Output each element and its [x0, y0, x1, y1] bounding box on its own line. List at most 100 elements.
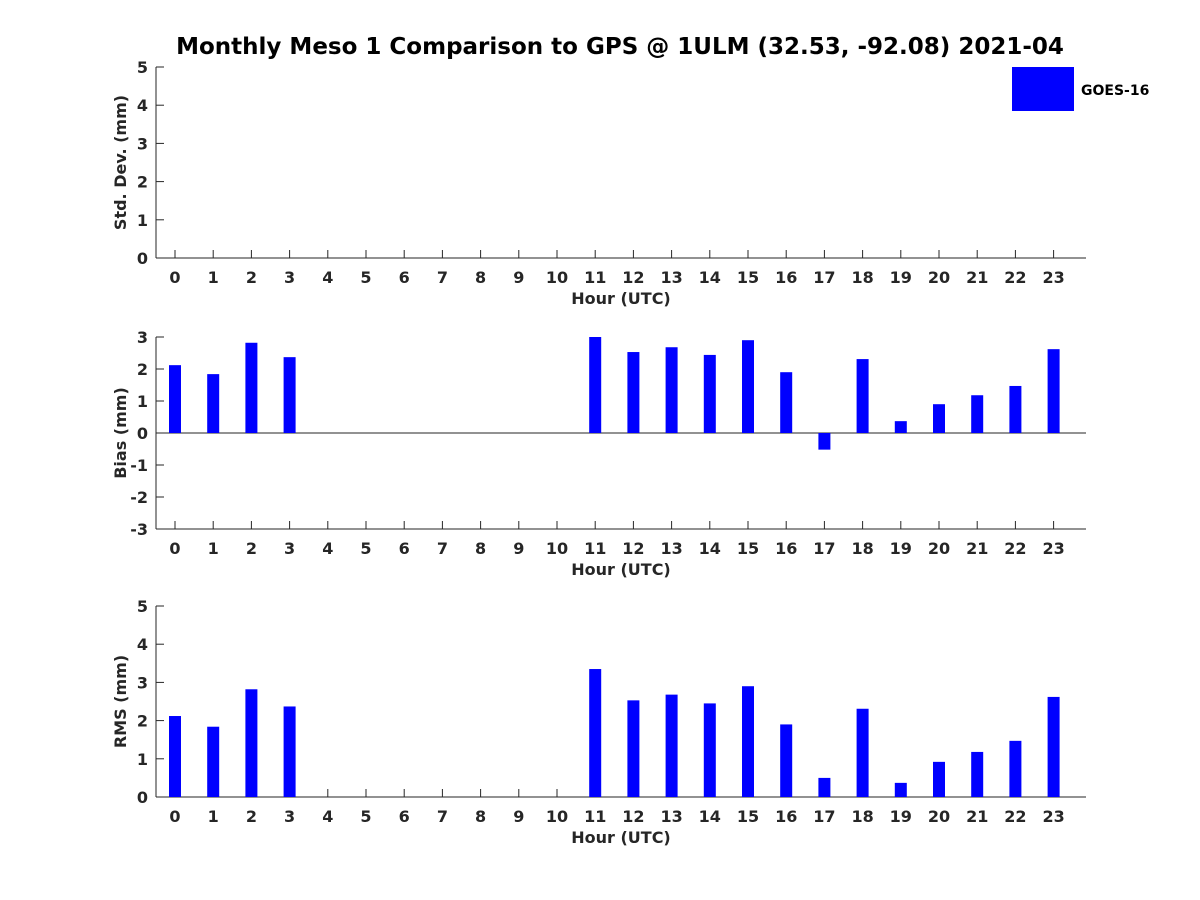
rms-x-tick-label: 13 — [660, 807, 682, 826]
bias-x-tick-label: 5 — [360, 539, 371, 558]
bias-x-tick-label: 17 — [813, 539, 835, 558]
legend-label-goes16: GOES-16 — [1081, 83, 1149, 99]
rms-x-tick-label: 5 — [360, 807, 371, 826]
std_dev-x-tick-label: 7 — [437, 268, 448, 287]
rms-bar-hour-20 — [933, 761, 945, 797]
rms-y-tick-label: 3 — [137, 673, 148, 692]
rms-bar-hour-12 — [627, 700, 640, 797]
std_dev-x-tick-label: 23 — [1042, 268, 1064, 287]
rms-bar-hour-17 — [818, 777, 831, 797]
std_dev-x-tick-label: 20 — [928, 268, 950, 287]
bias-bar-hour-3 — [283, 357, 296, 433]
bias-x-tick-label: 16 — [775, 539, 797, 558]
rms-x-tick-label: 20 — [928, 807, 950, 826]
bias-y-tick-label: -1 — [130, 456, 148, 475]
std_dev-x-tick-label: 4 — [322, 268, 333, 287]
std_dev-x-tick-label: 18 — [851, 268, 873, 287]
bias-x-tick-label: 23 — [1042, 539, 1064, 558]
std_dev-x-tick-label: 0 — [169, 268, 180, 287]
rms-bar-hour-0 — [169, 716, 181, 797]
bias-x-tick-label: 3 — [284, 539, 295, 558]
std_dev-x-tick-label: 13 — [660, 268, 682, 287]
rms-y-axis-label: RMS (mm) — [111, 655, 130, 748]
bias-bar-hour-19 — [894, 421, 907, 433]
rms-x-tick-label: 6 — [399, 807, 410, 826]
std_dev-x-tick-label: 22 — [1004, 268, 1026, 287]
bias-bar-hour-18 — [856, 359, 869, 433]
std_dev-x-tick-label: 2 — [246, 268, 257, 287]
rms-bar-hour-23 — [1047, 696, 1060, 797]
bias-x-tick-label: 7 — [437, 539, 448, 558]
bias-bar-hour-13 — [665, 347, 678, 433]
bias-bar-hour-2 — [245, 342, 258, 433]
bias-y-tick-label: -2 — [130, 488, 148, 507]
std_dev-x-tick-label: 19 — [890, 268, 912, 287]
rms-x-tick-label: 11 — [584, 807, 606, 826]
bias-bar-hour-22 — [1009, 385, 1022, 433]
std_dev-y-tick-label: 0 — [137, 249, 148, 268]
legend-swatch-goes16 — [1012, 67, 1074, 111]
rms-x-tick-label: 9 — [513, 807, 524, 826]
bias-x-tick-label: 2 — [246, 539, 257, 558]
rms-bar-hour-1 — [207, 726, 220, 797]
rms-bar-hour-13 — [665, 694, 678, 797]
rms-bar-hour-3 — [283, 706, 296, 797]
bias-bar-hour-17 — [818, 433, 831, 450]
std_dev-x-tick-label: 10 — [546, 268, 568, 287]
rms-y-tick-label: 4 — [137, 635, 148, 654]
rms-x-tick-label: 22 — [1004, 807, 1026, 826]
std_dev-y-tick-label: 2 — [137, 173, 148, 192]
bias-x-axis-label: Hour (UTC) — [571, 560, 671, 579]
rms-x-tick-label: 10 — [546, 807, 568, 826]
std_dev-x-tick-label: 14 — [699, 268, 721, 287]
std_dev-x-tick-label: 15 — [737, 268, 759, 287]
std_dev-y-tick-label: 4 — [137, 96, 148, 115]
bias-x-tick-label: 10 — [546, 539, 568, 558]
bias-x-tick-label: 22 — [1004, 539, 1026, 558]
legend: GOES-16 — [1012, 67, 1149, 111]
bias-x-tick-label: 18 — [851, 539, 873, 558]
rms-bar-hour-2 — [245, 689, 258, 797]
bias-x-tick-label: 6 — [399, 539, 410, 558]
std_dev-x-tick-label: 5 — [360, 268, 371, 287]
rms-bar-hour-14 — [703, 703, 716, 797]
rms-x-tick-label: 14 — [699, 807, 721, 826]
rms-x-tick-label: 4 — [322, 807, 333, 826]
std_dev-x-tick-label: 6 — [399, 268, 410, 287]
std_dev-y-axis-label: Std. Dev. (mm) — [111, 95, 130, 230]
bias-x-tick-label: 14 — [699, 539, 721, 558]
rms-bar-hour-21 — [971, 751, 984, 797]
bias-x-tick-label: 21 — [966, 539, 988, 558]
std_dev-x-tick-label: 16 — [775, 268, 797, 287]
rms-x-tick-label: 19 — [890, 807, 912, 826]
bias-bar-hour-11 — [589, 337, 602, 433]
bias-bar-hour-12 — [627, 352, 640, 433]
bias-bar-hour-23 — [1047, 349, 1060, 433]
chart-title: Monthly Meso 1 Comparison to GPS @ 1ULM … — [176, 34, 1064, 60]
std_dev-x-tick-label: 21 — [966, 268, 988, 287]
rms-x-tick-label: 8 — [475, 807, 486, 826]
bias-x-tick-label: 1 — [208, 539, 219, 558]
bias-x-tick-label: 15 — [737, 539, 759, 558]
bias-x-tick-label: 13 — [660, 539, 682, 558]
bias-bar-hour-21 — [971, 395, 984, 433]
rms-y-tick-label: 5 — [137, 597, 148, 616]
rms-bar-hour-16 — [780, 724, 793, 797]
rms-bar-hour-19 — [894, 782, 907, 797]
rms-x-tick-label: 7 — [437, 807, 448, 826]
rms-x-tick-label: 17 — [813, 807, 835, 826]
bias-y-tick-label: 2 — [137, 360, 148, 379]
rms-y-tick-label: 0 — [137, 788, 148, 807]
bias-bar-hour-16 — [780, 372, 793, 433]
std_dev-y-tick-label: 1 — [137, 211, 148, 230]
rms-x-tick-label: 12 — [622, 807, 644, 826]
bias-x-tick-label: 4 — [322, 539, 333, 558]
std_dev-x-tick-label: 17 — [813, 268, 835, 287]
std_dev-y-tick-label: 3 — [137, 134, 148, 153]
rms-x-tick-label: 16 — [775, 807, 797, 826]
rms-y-tick-label: 2 — [137, 712, 148, 731]
std_dev-x-tick-label: 12 — [622, 268, 644, 287]
rms-x-tick-label: 18 — [851, 807, 873, 826]
